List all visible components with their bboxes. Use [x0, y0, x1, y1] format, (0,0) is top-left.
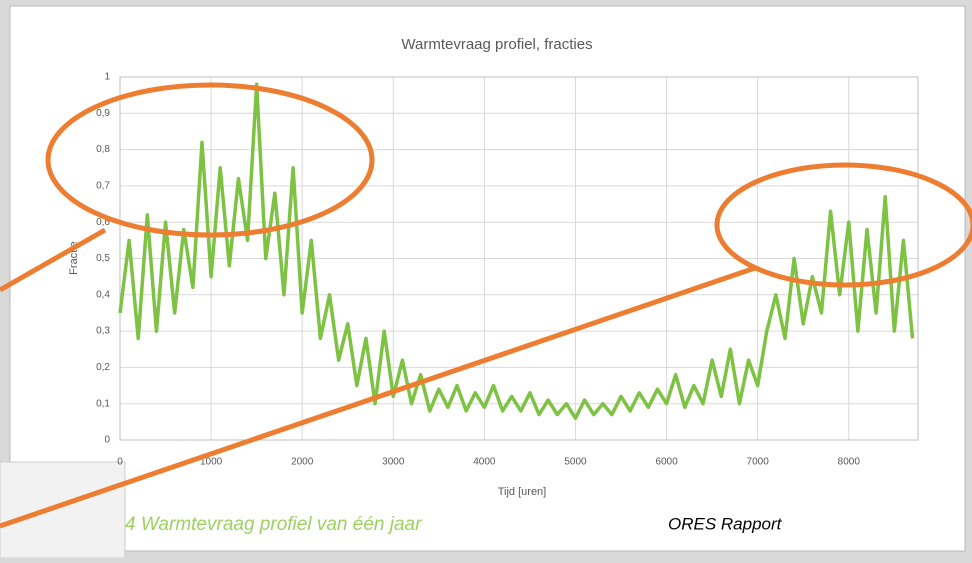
x-tick-label: 2000: [291, 457, 314, 468]
y-tick-label: 0,6: [96, 217, 110, 228]
y-tick-label: 0,2: [96, 362, 110, 373]
overlay-window: [0, 461, 126, 559]
caption: 4 Warmtevraag profiel van één jaar: [125, 514, 422, 535]
y-tick-label: 0,5: [96, 253, 110, 264]
source: ORES Rapport: [668, 514, 783, 533]
x-tick-label: 4000: [473, 457, 496, 468]
y-tick-label: 0,8: [96, 144, 110, 155]
y-tick-label: 1: [104, 72, 110, 83]
data-line: [118, 82, 915, 420]
x-tick-label: 8000: [838, 457, 861, 468]
x-tick-label: 7000: [747, 457, 770, 468]
x-tick-label: 0: [117, 457, 123, 468]
x-axis-label: Tijd [uren]: [498, 486, 547, 498]
pointer-line: [0, 265, 756, 529]
plot-border: [119, 76, 919, 441]
highlight-ellipse: [45, 82, 375, 238]
x-tick-label: 6000: [655, 457, 678, 468]
x-tick-label: 1000: [200, 457, 223, 468]
x-tick-label: 3000: [382, 457, 405, 468]
y-tick-label: 0,3: [96, 326, 110, 337]
highlight-ellipse: [714, 162, 972, 288]
plot-area: 0 0,1 0,2 0,3 0,4 0,5 0,6 0,7 0,8 0,9 1 0 1000 2000 30…: [96, 72, 919, 468]
frame: [9, 5, 966, 552]
y-tick-label: 0,7: [96, 181, 110, 192]
pointer-line: [0, 227, 107, 293]
y-tick-label: 0: [104, 435, 110, 446]
annotations: [0, 82, 972, 529]
x-tick-label: 5000: [564, 457, 587, 468]
y-tick-label: 0,4: [96, 289, 110, 300]
y-tick-label: 0,9: [96, 108, 110, 119]
chart-title: Warmtevraag profiel, fracties: [401, 36, 592, 53]
y-tick-label: 0,1: [96, 398, 110, 409]
